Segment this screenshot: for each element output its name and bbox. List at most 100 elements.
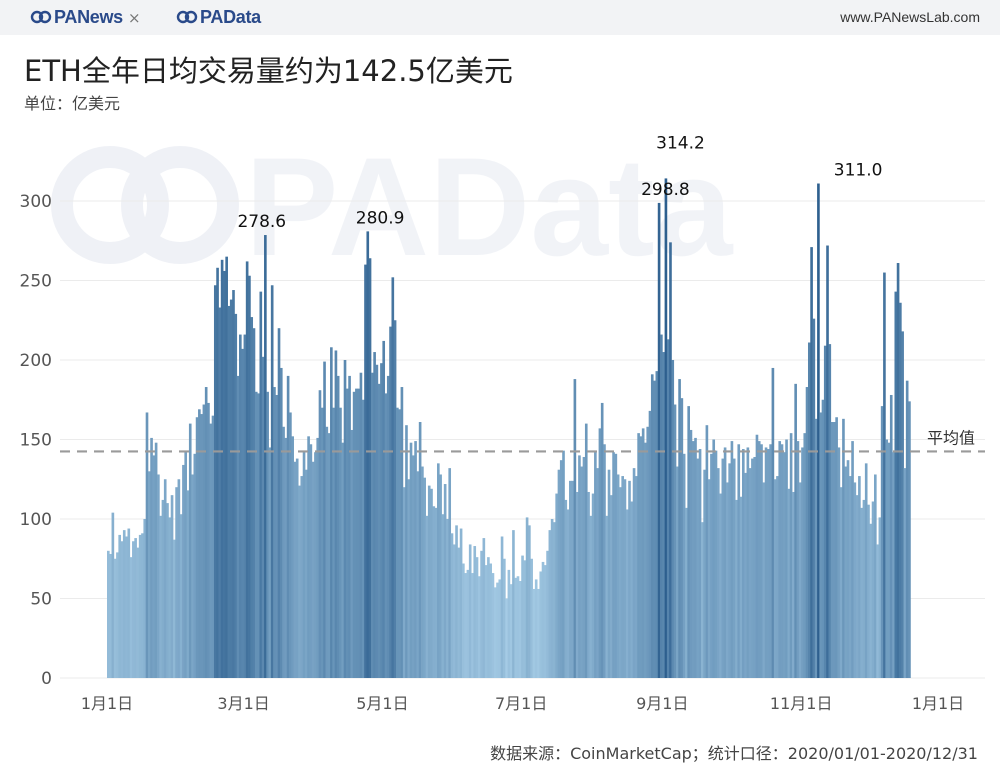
bar	[286, 375, 290, 678]
bar	[305, 469, 308, 678]
bar	[136, 547, 140, 678]
bar	[113, 558, 117, 678]
bar	[860, 507, 863, 678]
bar	[455, 525, 458, 678]
watermark-text: PAData	[245, 128, 734, 285]
bar	[409, 442, 413, 678]
bar	[716, 468, 720, 678]
bar	[275, 394, 279, 678]
bar	[484, 565, 488, 678]
bar	[473, 546, 477, 678]
bar	[334, 350, 338, 678]
bar	[600, 402, 604, 678]
bar	[764, 447, 768, 678]
bar	[120, 541, 124, 678]
bar	[621, 476, 624, 678]
peak-label: 314.2	[656, 133, 705, 153]
watermark-logo-icon	[51, 146, 239, 264]
bar	[437, 463, 440, 678]
bar	[760, 444, 763, 678]
bar	[785, 439, 788, 678]
x-tick-label: 9月1日	[636, 694, 688, 713]
bar	[755, 434, 759, 678]
bar	[532, 588, 536, 678]
bar	[630, 501, 634, 678]
bar	[166, 503, 169, 678]
panews-logo: PANews	[30, 7, 123, 28]
bar	[309, 444, 313, 678]
bar	[405, 425, 408, 678]
bar	[375, 364, 379, 678]
bar	[646, 426, 650, 678]
bar	[111, 512, 115, 678]
bar	[239, 334, 242, 678]
bar	[300, 476, 304, 678]
bar	[835, 417, 838, 678]
bar	[191, 474, 194, 678]
bar	[359, 372, 363, 678]
bar	[314, 452, 317, 678]
bar	[589, 515, 593, 678]
bar	[302, 450, 306, 678]
bar	[377, 383, 381, 678]
bar	[885, 439, 889, 678]
bar	[277, 328, 281, 678]
bar	[771, 367, 775, 678]
bar	[721, 458, 725, 678]
watermark: PAData	[51, 128, 734, 285]
bar	[368, 258, 372, 678]
bar	[628, 480, 631, 678]
bar	[603, 444, 606, 678]
bar	[874, 474, 877, 678]
bar	[660, 334, 663, 678]
bar	[325, 426, 329, 678]
bar	[869, 523, 873, 678]
bar	[714, 450, 718, 678]
bar	[812, 318, 816, 678]
bar	[867, 504, 870, 678]
bar	[125, 536, 128, 678]
bar	[548, 530, 552, 678]
site-url-link[interactable]: www.PANewsLab.com	[840, 9, 980, 25]
bar	[623, 479, 627, 678]
bar	[512, 530, 515, 678]
bar	[295, 458, 299, 678]
bar	[364, 264, 367, 678]
padata-logo-text: PAData	[200, 7, 261, 27]
bar	[163, 479, 167, 678]
y-tick-label: 250	[20, 272, 52, 292]
bar	[525, 517, 529, 678]
bar	[730, 441, 734, 678]
bar	[696, 458, 700, 678]
bar	[245, 261, 249, 678]
bar	[616, 474, 620, 678]
bar	[833, 422, 836, 678]
x-tick-label: 1月1日	[81, 694, 133, 713]
bar	[505, 598, 508, 678]
bar	[625, 509, 629, 678]
bar	[441, 514, 445, 678]
bar	[637, 433, 640, 678]
bar	[650, 374, 654, 678]
bar	[735, 499, 738, 678]
bar	[534, 579, 538, 678]
bar	[396, 407, 399, 678]
bar	[903, 468, 907, 678]
bar	[594, 452, 597, 678]
bar	[675, 466, 679, 678]
bar	[817, 183, 820, 678]
y-tick-label: 200	[20, 351, 52, 371]
bar	[298, 485, 301, 678]
bar	[448, 468, 452, 678]
bar	[846, 460, 850, 678]
bar	[710, 453, 713, 678]
bar	[591, 493, 595, 678]
bar	[170, 495, 174, 678]
peak-label: 311.0	[834, 161, 883, 181]
bar	[851, 441, 854, 678]
bar	[896, 263, 900, 678]
bar	[550, 519, 554, 678]
chart-unit-label: 单位：亿美元	[24, 94, 121, 113]
bar	[323, 361, 326, 678]
